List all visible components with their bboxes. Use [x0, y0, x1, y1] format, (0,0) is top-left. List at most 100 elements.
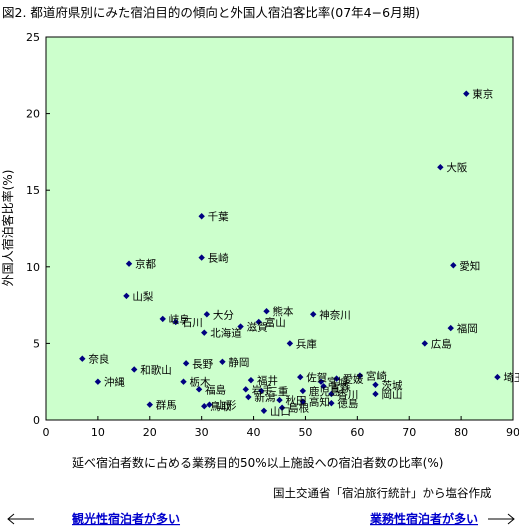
data-point-label: 栃木 — [190, 376, 211, 389]
data-point — [172, 318, 179, 326]
data-point-label: 大分 — [213, 308, 234, 321]
data-point — [450, 262, 457, 269]
x-tick-label: 80 — [454, 426, 468, 439]
data-point-label: 滋賀 — [247, 321, 268, 334]
data-point — [206, 401, 213, 408]
y-tick-label: 15 — [26, 184, 40, 197]
data-point-label: 千葉 — [208, 210, 229, 223]
data-point — [299, 398, 307, 405]
x-tick-label: 20 — [143, 426, 157, 439]
x-axis-label: 延べ宿泊者数に占める業務目的50%以上施設への宿泊者数の比率(%) — [72, 455, 443, 470]
data-point — [195, 386, 203, 393]
data-point — [447, 324, 454, 332]
data-point — [146, 401, 153, 408]
data-point-label: 山口 — [270, 406, 291, 418]
data-point-label: 香川 — [337, 389, 358, 401]
arrow-left-label: 観光性宿泊者が多い — [72, 511, 180, 526]
data-point-label: 岐阜 — [169, 313, 190, 326]
data-point — [317, 378, 325, 385]
data-point — [198, 254, 205, 261]
data-point — [297, 373, 304, 381]
data-point-label: 福島 — [205, 383, 226, 396]
data-point-label: 岩手 — [252, 383, 273, 396]
data-point-label: 宮崎 — [366, 370, 387, 383]
data-point-label: 宮城 — [327, 376, 348, 389]
data-point-label: 秋田 — [286, 394, 307, 407]
y-tick-label: 5 — [33, 337, 40, 350]
data-point-label: 福井 — [257, 374, 278, 387]
data-point — [421, 340, 428, 347]
y-axis-label: 外国人宿泊客比率(%) — [0, 170, 15, 287]
data-point-label: 広島 — [431, 337, 452, 350]
data-point — [258, 387, 265, 395]
data-point-label: 茨城 — [381, 379, 402, 392]
data-point — [328, 399, 335, 407]
y-tick-label: 25 — [26, 31, 40, 44]
y-tick-label: 20 — [26, 108, 40, 121]
data-point — [203, 311, 211, 318]
data-point — [437, 164, 444, 171]
data-point-label: 岡山 — [381, 389, 402, 401]
data-point-label: 大阪 — [446, 161, 467, 174]
chart-title: 図2. 都道府県別にみた宿泊目的の傾向と外国人宿泊客比率(07年4−6月期) — [2, 5, 420, 20]
data-point-label: 新潟 — [254, 391, 275, 404]
data-point-label: 東京 — [472, 88, 493, 101]
data-point — [123, 292, 130, 300]
data-point-label: 富山 — [265, 316, 286, 329]
data-point-label: 群馬 — [156, 399, 177, 412]
y-tick-label: 10 — [26, 261, 40, 274]
plot-area — [45, 36, 514, 421]
data-point-label: 京都 — [135, 258, 156, 271]
data-point-label: 山形 — [215, 400, 236, 412]
data-point-label: 長野 — [192, 358, 213, 370]
data-point — [333, 375, 340, 382]
data-point — [286, 340, 294, 347]
data-point-label: 熊本 — [273, 305, 294, 318]
data-point — [463, 90, 470, 97]
data-point-label: 愛媛 — [343, 373, 364, 386]
data-point — [180, 378, 187, 385]
data-point-label: 神奈川 — [319, 308, 351, 321]
data-point — [260, 407, 268, 415]
data-point — [494, 373, 501, 381]
data-point — [328, 390, 335, 398]
right-arrow-head — [507, 513, 515, 525]
data-point — [245, 393, 252, 401]
data-point — [201, 329, 208, 336]
x-tick-label: 60 — [350, 426, 364, 439]
y-tick-label: 0 — [33, 414, 40, 427]
data-point-label: 埼玉 — [503, 371, 519, 384]
data-point — [131, 366, 138, 373]
data-point-label: 島根 — [288, 402, 309, 415]
data-point-label: 佐賀 — [306, 371, 327, 384]
data-point-label: 静岡 — [228, 356, 249, 369]
data-point-label: 山梨 — [132, 290, 153, 303]
data-point-label: 長崎 — [208, 252, 229, 265]
data-point-label: 鹿児島 — [309, 385, 341, 398]
data-point-label: 和歌山 — [140, 363, 172, 376]
data-point-label: 高知 — [309, 396, 330, 409]
data-point — [278, 404, 286, 411]
data-point-label: 愛知 — [459, 259, 480, 272]
data-point — [247, 376, 255, 384]
data-point — [263, 308, 270, 315]
data-point-label: 福岡 — [457, 322, 478, 335]
data-point-label: 青森 — [330, 380, 351, 393]
x-tick-label: 10 — [91, 426, 105, 439]
data-point — [356, 372, 364, 379]
x-tick-label: 90 — [506, 426, 519, 439]
data-point-label: 奈良 — [88, 353, 109, 366]
data-point — [255, 318, 262, 326]
data-point — [372, 390, 379, 398]
data-point — [320, 383, 327, 390]
data-point-label: 徳島 — [337, 397, 358, 410]
x-tick-label: 30 — [195, 426, 209, 439]
x-tick-label: 40 — [247, 426, 261, 439]
data-point — [372, 381, 379, 388]
data-point — [94, 378, 102, 385]
data-point — [182, 360, 190, 367]
data-point — [310, 311, 317, 318]
data-point-label: 兵庫 — [296, 337, 317, 350]
data-point — [219, 358, 226, 365]
